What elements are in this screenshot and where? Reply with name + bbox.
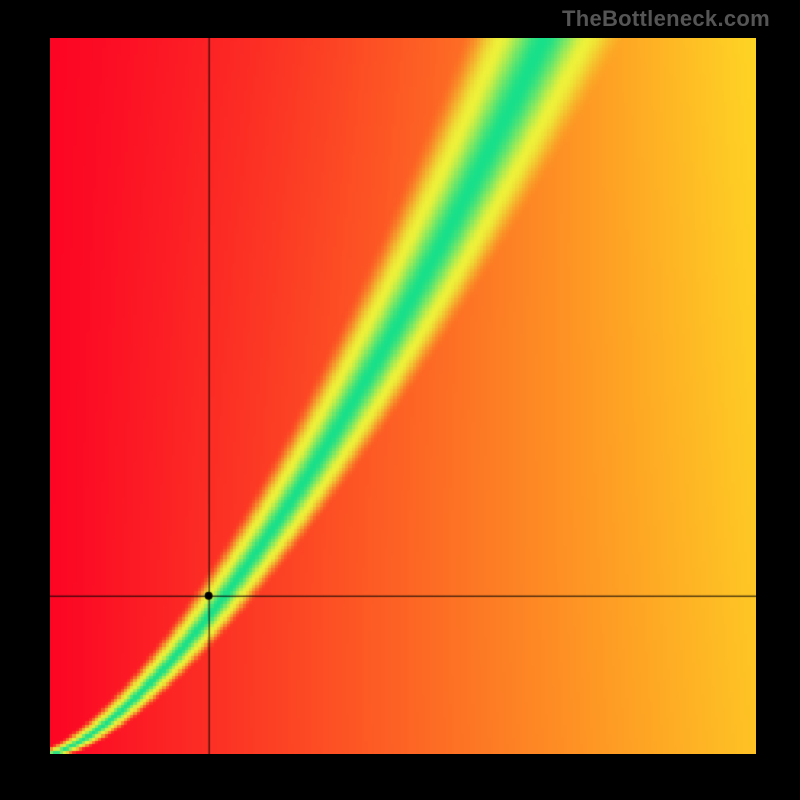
stage: TheBottleneck.com (0, 0, 800, 800)
bottleneck-heatmap (50, 38, 756, 754)
watermark-text: TheBottleneck.com (562, 6, 770, 32)
